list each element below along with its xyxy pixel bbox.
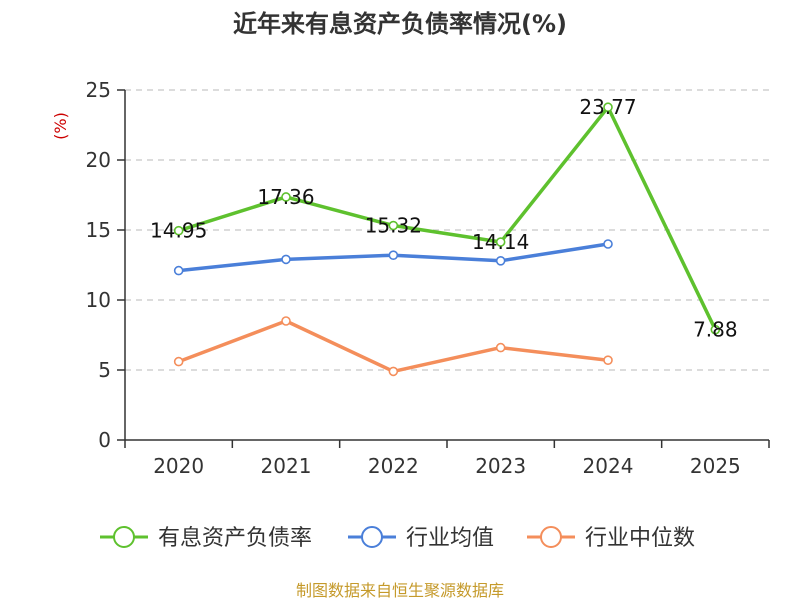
data-point[interactable]	[388, 220, 399, 231]
legend-label: 行业均值	[406, 526, 494, 551]
data-point[interactable]	[388, 250, 399, 260]
data-label: 14.95	[150, 219, 207, 243]
data-label: 23.77	[579, 95, 636, 119]
data-point[interactable]	[173, 356, 184, 367]
x-tick-label: 2024	[583, 454, 634, 478]
data-point[interactable]	[603, 239, 613, 249]
data-point[interactable]	[388, 366, 399, 377]
y-tick-label: 15	[86, 218, 111, 242]
legend-item[interactable]: 行业中位数	[527, 526, 695, 551]
data-label: 7.88	[693, 318, 738, 342]
data-point[interactable]	[603, 355, 613, 366]
data-point[interactable]	[495, 255, 506, 266]
x-tick-label: 2021	[261, 454, 312, 478]
data-point[interactable]	[495, 342, 506, 353]
x-tick-label: 2023	[475, 454, 526, 478]
data-point[interactable]	[173, 225, 184, 236]
legend-item[interactable]: 有息资产负债率	[100, 526, 312, 551]
legend-label: 有息资产负债率	[158, 526, 312, 551]
x-tick-label: 2025	[690, 454, 741, 478]
data-label: 17.36	[257, 185, 314, 209]
series-group	[173, 102, 721, 377]
legend-label: 行业中位数	[585, 526, 695, 551]
data-point[interactable]	[495, 237, 506, 247]
data-label: 15.32	[365, 214, 422, 238]
chart-title: 近年来有息资产负债率情况(%)	[233, 10, 567, 38]
series-3	[173, 316, 613, 377]
data-point[interactable]	[281, 254, 291, 265]
series-2	[173, 239, 613, 276]
y-tick-label: 25	[86, 78, 111, 102]
data-point[interactable]	[710, 324, 721, 335]
data-point[interactable]	[603, 102, 613, 113]
y-tick-label: 0	[98, 428, 111, 452]
y-axis-unit-label: (%)	[51, 112, 70, 140]
source-note: 制图数据来自恒生聚源数据库	[296, 581, 504, 600]
data-labels: 14.95 17.36 15.32 14.14 23.77 7.88	[150, 95, 738, 341]
legend-marker	[113, 526, 135, 548]
series-line	[178, 105, 717, 331]
y-tick-label: 10	[86, 288, 111, 312]
data-label: 14.14	[472, 230, 529, 254]
data-point[interactable]	[173, 265, 184, 276]
data-point[interactable]	[281, 316, 291, 326]
gridlines	[125, 89, 769, 371]
y-tick-label: 20	[86, 148, 111, 172]
legend-marker	[361, 526, 383, 548]
series-1	[173, 102, 721, 335]
legend: 有息资产负债率 行业均值 行业中位数	[100, 526, 695, 551]
series-line	[178, 319, 609, 374]
x-tick-label: 2022	[368, 454, 419, 478]
legend-marker	[540, 526, 562, 548]
legend-item[interactable]: 行业均值	[348, 526, 494, 551]
data-point[interactable]	[281, 192, 291, 202]
x-tick-label: 2020	[153, 454, 204, 478]
y-tick-label: 5	[98, 358, 111, 382]
